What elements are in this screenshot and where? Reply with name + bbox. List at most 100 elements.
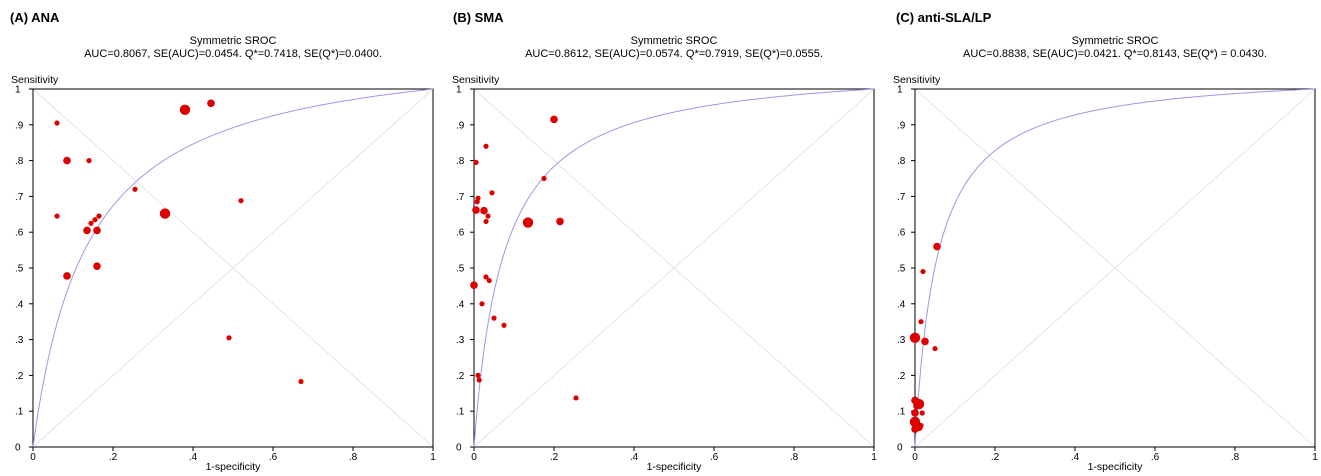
diagonal-symmetry-line <box>914 88 1316 448</box>
study-point <box>475 372 481 378</box>
y-tick-label: .1 <box>456 407 465 418</box>
study-point <box>480 206 488 215</box>
study-point <box>92 217 98 223</box>
study-point <box>83 226 91 235</box>
study-point <box>238 198 244 204</box>
study-point <box>483 143 489 149</box>
diagonal-symmetry-line <box>32 88 434 448</box>
study-point <box>483 218 489 225</box>
x-tick-label: .8 <box>790 452 799 463</box>
y-tick-label: .6 <box>897 228 906 239</box>
study-point <box>489 190 495 196</box>
x-tick-label: .6 <box>269 452 278 463</box>
y-tick-label: .1 <box>15 407 24 418</box>
study-point <box>913 398 925 410</box>
study-point <box>933 242 941 251</box>
y-tick-label: 1 <box>15 85 21 96</box>
y-tick-label: .5 <box>456 264 465 275</box>
chart-title: Symmetric SROC <box>631 35 718 47</box>
chart-title: Symmetric SROC <box>1072 35 1159 47</box>
study-point <box>475 195 481 201</box>
x-axis-label: 1-specificity <box>206 461 262 473</box>
study-point <box>921 337 929 346</box>
study-point <box>86 158 92 164</box>
x-tick-label: .4 <box>189 452 198 463</box>
study-point <box>918 422 924 429</box>
study-point <box>132 186 138 192</box>
study-point <box>483 274 489 280</box>
study-point <box>522 217 534 228</box>
study-point <box>159 208 171 219</box>
x-tick-label: 0 <box>30 452 36 463</box>
x-tick-label: .2 <box>109 452 118 463</box>
y-axis-label: Sensitivity <box>452 74 500 86</box>
y-tick-label: .7 <box>456 192 465 203</box>
y-tick-label: .8 <box>897 156 906 167</box>
study-point <box>909 332 921 344</box>
study-point <box>491 315 497 321</box>
study-point <box>486 277 492 284</box>
sroc-curve <box>473 88 875 448</box>
x-tick-label: .6 <box>710 452 719 463</box>
study-point <box>93 262 101 271</box>
study-point <box>501 322 507 328</box>
study-point <box>485 213 491 219</box>
y-tick-label: 0 <box>456 443 462 454</box>
y-tick-label: .2 <box>897 371 906 382</box>
study-point <box>54 213 60 219</box>
study-point <box>226 335 232 341</box>
x-tick-label: 1 <box>1312 452 1318 463</box>
study-point <box>919 410 925 416</box>
y-tick-label: .5 <box>897 264 906 275</box>
study-point <box>479 301 485 307</box>
x-axis-label: 1-specificity <box>647 461 703 473</box>
y-tick-label: .3 <box>15 335 24 346</box>
y-tick-label: .6 <box>456 228 465 239</box>
y-tick-label: .4 <box>897 299 906 310</box>
y-tick-label: 1 <box>897 85 903 96</box>
y-axis-label: Sensitivity <box>11 74 59 86</box>
chart-title: Symmetric SROC <box>190 35 277 47</box>
y-tick-label: 0 <box>15 443 21 454</box>
y-tick-label: .7 <box>897 192 906 203</box>
study-point <box>573 395 579 401</box>
panel-title: (A) ANA <box>10 10 60 25</box>
y-tick-label: .9 <box>456 120 465 131</box>
study-point <box>63 156 71 165</box>
y-tick-label: .7 <box>15 192 24 203</box>
diagonal-symmetry-line <box>473 88 875 448</box>
x-tick-label: 1 <box>430 452 436 463</box>
x-tick-label: .2 <box>550 452 559 463</box>
study-point <box>207 99 215 108</box>
y-tick-label: 1 <box>456 85 462 96</box>
y-tick-label: .2 <box>15 371 24 382</box>
x-tick-label: .6 <box>1151 452 1160 463</box>
x-axis-label: 1-specificity <box>1088 461 1144 473</box>
y-tick-label: .5 <box>15 264 24 275</box>
y-tick-label: .9 <box>15 120 24 131</box>
chart-subtitle: AUC=0.8612, SE(AUC)=0.0574. Q*=0.7919, S… <box>525 48 823 60</box>
study-point <box>63 272 71 280</box>
y-tick-label: .4 <box>456 299 465 310</box>
panel-title: (C) anti-SLA/LP <box>896 10 992 25</box>
study-point <box>911 409 919 417</box>
y-tick-label: .3 <box>456 335 465 346</box>
y-tick-label: .4 <box>15 299 24 310</box>
chart-panel-3: (C) anti-SLA/LP Symmetric SROCAUC=0.8838,… <box>893 10 1318 473</box>
y-tick-label: .6 <box>15 228 24 239</box>
x-tick-label: .2 <box>991 452 1000 463</box>
x-tick-label: .8 <box>349 452 358 463</box>
study-point <box>911 425 919 433</box>
sroc-curve <box>914 88 1316 448</box>
x-tick-label: .8 <box>1231 452 1240 463</box>
study-point <box>88 220 94 226</box>
y-tick-label: .2 <box>456 371 465 382</box>
study-point <box>932 345 938 352</box>
study-point <box>179 104 191 115</box>
sroc-curve <box>32 88 434 448</box>
study-point <box>920 268 926 275</box>
panel-title: (B) SMA <box>453 10 504 25</box>
study-point <box>93 226 101 235</box>
chart-subtitle: AUC=0.8067, SE(AUC)=0.0454. Q*=0.7418, S… <box>84 48 382 60</box>
